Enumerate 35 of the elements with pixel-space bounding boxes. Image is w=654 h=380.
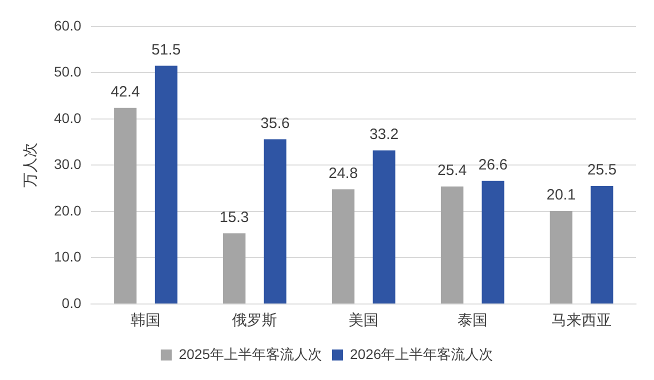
data-label: 15.3 xyxy=(220,208,249,226)
bar xyxy=(372,150,396,304)
x-tick-label: 马来西亚 xyxy=(552,312,612,330)
y-tick-label: 40.0 xyxy=(54,110,82,126)
x-tick-label: 俄罗斯 xyxy=(232,312,278,330)
data-label: 33.2 xyxy=(369,126,399,144)
data-label: 25.4 xyxy=(438,162,467,180)
data-label: 24.8 xyxy=(328,164,358,182)
bar xyxy=(154,66,178,304)
data-label: 42.4 xyxy=(110,83,140,100)
bar xyxy=(332,189,354,304)
bar xyxy=(482,180,504,304)
y-tick-label: 10.0 xyxy=(54,248,82,265)
data-label: 25.5 xyxy=(587,162,617,179)
x-tick-label: 泰国 xyxy=(458,312,488,330)
y-tick-label: 60.0 xyxy=(54,17,82,34)
data-label: 35.6 xyxy=(260,114,290,132)
x-tick-label: 美国 xyxy=(348,312,379,330)
bar xyxy=(550,211,572,304)
y-axis-title: 万人次 xyxy=(22,142,40,188)
legend-label: 2025年上半年客流人次 xyxy=(178,346,322,362)
bar xyxy=(264,139,286,304)
bar xyxy=(114,108,137,304)
x-tick-label: 韩国 xyxy=(130,312,161,330)
y-tick-label: 50.0 xyxy=(54,64,82,80)
y-tick-label: 20.0 xyxy=(54,202,82,218)
data-label: 20.1 xyxy=(546,186,576,204)
data-label: 51.5 xyxy=(152,41,181,58)
legend-label: 2026年上半年客流人次 xyxy=(350,346,494,362)
bar xyxy=(590,186,614,304)
bar xyxy=(223,233,246,304)
data-label: 26.6 xyxy=(478,156,508,174)
y-tick-label: 30.0 xyxy=(54,156,82,172)
y-tick-label: 0.0 xyxy=(62,294,82,311)
bar xyxy=(440,186,464,304)
